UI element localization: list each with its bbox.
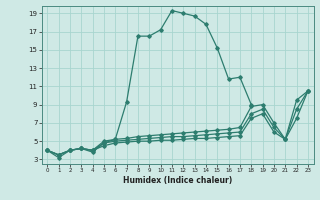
X-axis label: Humidex (Indice chaleur): Humidex (Indice chaleur) bbox=[123, 176, 232, 185]
